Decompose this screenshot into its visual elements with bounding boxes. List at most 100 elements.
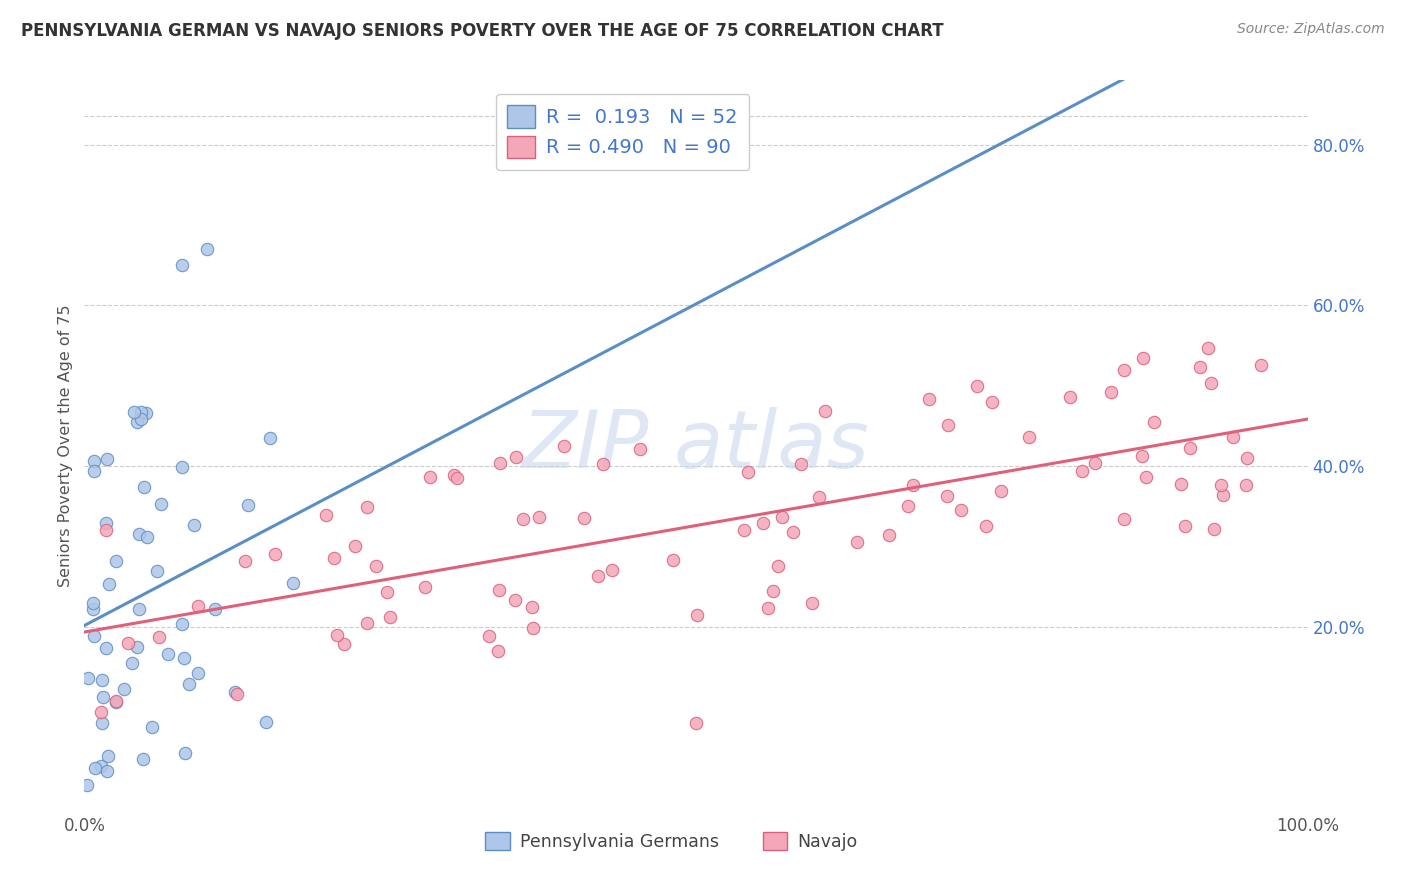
- Point: [170, 459, 193, 474]
- Point: [129, 412, 152, 426]
- Point: [356, 500, 378, 514]
- Point: [1222, 430, 1244, 444]
- Point: [1178, 441, 1201, 455]
- Point: [574, 511, 596, 525]
- Point: [356, 615, 378, 630]
- Point: [183, 518, 205, 533]
- Point: [141, 720, 163, 734]
- Point: [897, 499, 920, 513]
- Point: [1250, 358, 1272, 372]
- Point: [156, 647, 179, 661]
- Point: [380, 609, 402, 624]
- Point: [135, 406, 157, 420]
- Point: [122, 405, 145, 419]
- Point: [974, 519, 997, 533]
- Point: [127, 415, 149, 429]
- Y-axis label: Seniors Poverty Over the Age of 75: Seniors Poverty Over the Age of 75: [58, 305, 73, 587]
- Point: [364, 559, 387, 574]
- Point: [1199, 376, 1222, 390]
- Point: [592, 457, 614, 471]
- Point: [1188, 359, 1211, 374]
- Point: [172, 258, 194, 272]
- Point: [443, 468, 465, 483]
- Text: Source: ZipAtlas.com: Source: ZipAtlas.com: [1237, 22, 1385, 37]
- Point: [522, 600, 544, 615]
- Point: [1212, 488, 1234, 502]
- Point: [132, 752, 155, 766]
- Point: [685, 716, 707, 731]
- Point: [600, 563, 623, 577]
- Point: [90, 716, 112, 731]
- Point: [1114, 362, 1136, 376]
- Point: [814, 403, 837, 417]
- Point: [128, 527, 150, 541]
- Point: [129, 404, 152, 418]
- Point: [1143, 415, 1166, 429]
- Point: [800, 596, 823, 610]
- Point: [1197, 342, 1219, 356]
- Point: [522, 621, 544, 635]
- Point: [553, 439, 575, 453]
- Point: [488, 457, 510, 471]
- Point: [419, 470, 441, 484]
- Point: [224, 685, 246, 699]
- Point: [505, 450, 527, 464]
- Point: [950, 502, 973, 516]
- Point: [752, 516, 775, 530]
- Point: [980, 394, 1002, 409]
- Point: [936, 490, 959, 504]
- Point: [149, 497, 172, 511]
- Point: [588, 568, 610, 582]
- Point: [662, 552, 685, 566]
- Point: [1059, 391, 1081, 405]
- Point: [846, 534, 869, 549]
- Point: [195, 242, 218, 256]
- Point: [1204, 522, 1226, 536]
- Point: [936, 417, 959, 432]
- Point: [236, 499, 259, 513]
- Point: [117, 636, 139, 650]
- Point: [76, 671, 98, 685]
- Point: [84, 760, 107, 774]
- Point: [259, 431, 281, 445]
- Point: [332, 636, 354, 650]
- Point: [90, 706, 112, 720]
- Point: [173, 651, 195, 665]
- Point: [94, 523, 117, 537]
- Point: [877, 528, 900, 542]
- Point: [737, 465, 759, 479]
- Point: [343, 539, 366, 553]
- Legend: Pennsylvania Germans, Navajo: Pennsylvania Germans, Navajo: [478, 825, 865, 858]
- Point: [990, 483, 1012, 498]
- Point: [82, 596, 104, 610]
- Point: [90, 759, 112, 773]
- Point: [121, 656, 143, 670]
- Point: [762, 584, 785, 599]
- Point: [94, 516, 117, 531]
- Point: [204, 602, 226, 616]
- Point: [756, 601, 779, 615]
- Point: [486, 643, 509, 657]
- Point: [91, 673, 114, 687]
- Point: [413, 580, 436, 594]
- Point: [173, 746, 195, 760]
- Point: [478, 629, 501, 643]
- Point: [148, 630, 170, 644]
- Point: [1236, 450, 1258, 465]
- Point: [503, 592, 526, 607]
- Point: [1130, 449, 1153, 463]
- Point: [112, 681, 135, 696]
- Point: [685, 608, 707, 623]
- Point: [1174, 519, 1197, 533]
- Point: [187, 599, 209, 613]
- Point: [446, 470, 468, 484]
- Point: [264, 547, 287, 561]
- Point: [488, 583, 510, 598]
- Point: [766, 558, 789, 573]
- Point: [323, 551, 346, 566]
- Point: [177, 677, 200, 691]
- Point: [94, 641, 117, 656]
- Point: [146, 564, 169, 578]
- Point: [98, 577, 121, 591]
- Point: [1084, 456, 1107, 470]
